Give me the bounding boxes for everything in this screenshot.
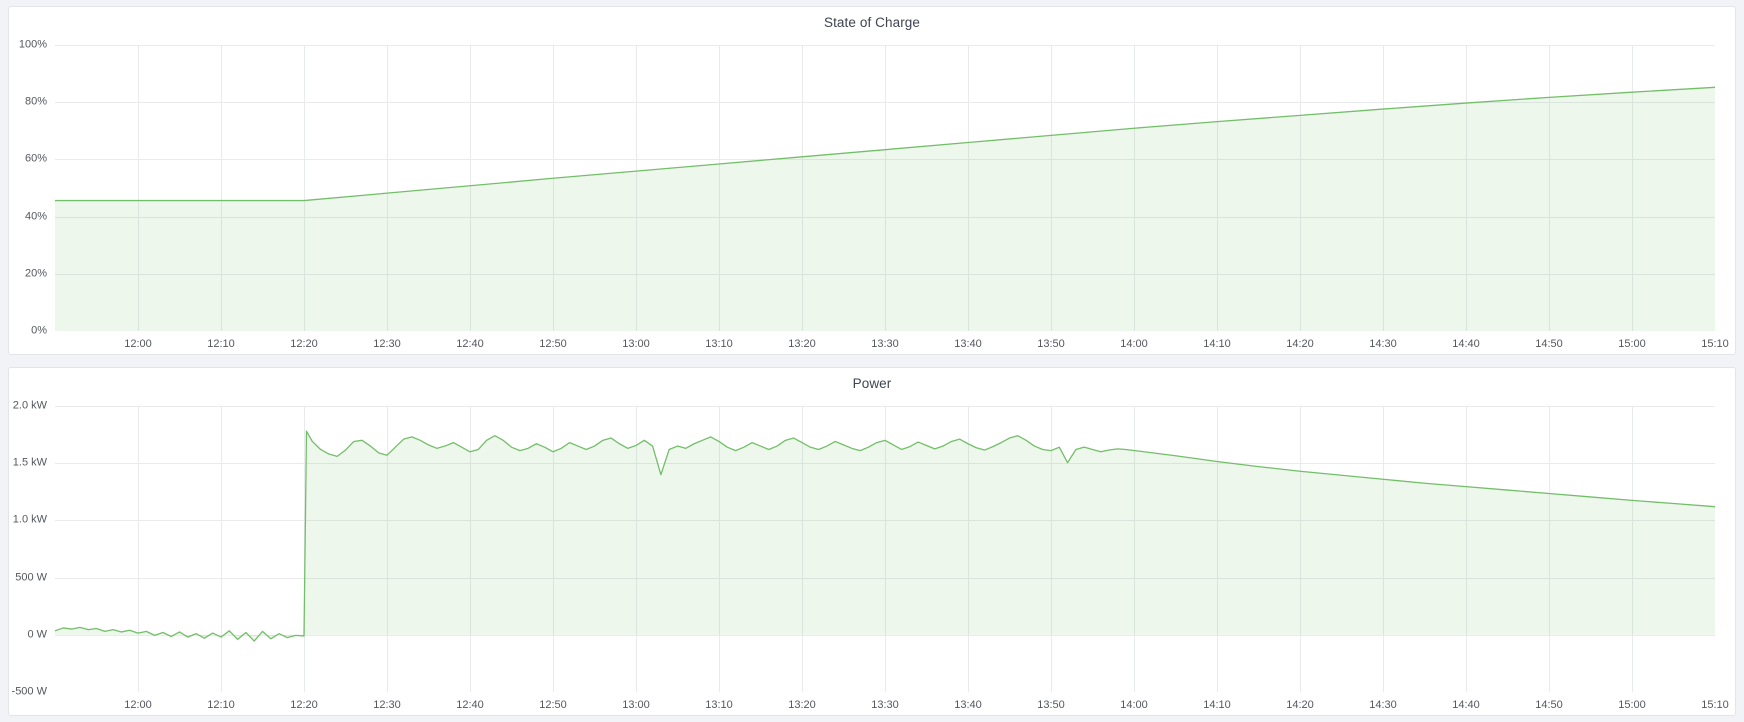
power-y-tick-label: 500 W — [15, 571, 47, 584]
power-y-tick-label: 2.0 kW — [12, 399, 47, 412]
state-of-charge-x-tick-label: 15:10 — [1701, 338, 1729, 350]
state-of-charge-y-tick-label: 80% — [24, 95, 47, 108]
power-x-tick-label: 14:30 — [1369, 699, 1397, 711]
power-x-tick-label: 15:10 — [1701, 699, 1729, 711]
state-of-charge-x-tick-label: 12:10 — [207, 338, 235, 350]
state-of-charge-x-tick-label: 14:20 — [1286, 338, 1314, 350]
state-of-charge-x-tick-label: 14:50 — [1535, 338, 1563, 350]
grid-lines — [55, 45, 1715, 331]
state-of-charge-x-tick-label: 13:00 — [622, 338, 650, 350]
power-x-tick-label: 13:50 — [1037, 699, 1065, 711]
state-of-charge-x-tick-label: 14:40 — [1452, 338, 1480, 350]
power-x-tick-label: 12:50 — [539, 699, 567, 711]
power-series-line — [55, 430, 1715, 642]
power-x-tick-label: 14:00 — [1120, 699, 1148, 711]
state-of-charge-series-area — [55, 87, 1715, 331]
state-of-charge-x-tick-label: 12:50 — [539, 338, 567, 350]
state-of-charge-x-tick-label: 13:30 — [871, 338, 899, 350]
power-x-tick-label: 14:50 — [1535, 699, 1563, 711]
state-of-charge-y-tick-label: 0% — [31, 324, 47, 337]
state-of-charge-y-tick-label: 40% — [24, 210, 47, 223]
panel-title-state-of-charge[interactable]: State of Charge — [823, 14, 921, 30]
state-of-charge-chart[interactable] — [55, 45, 1715, 331]
panel-title-power[interactable]: Power — [852, 375, 892, 391]
state-of-charge-y-tick-label: 60% — [24, 152, 47, 165]
state-of-charge-x-tick-label: 12:30 — [373, 338, 401, 350]
power-x-tick-label: 12:30 — [373, 699, 401, 711]
panel-header-power[interactable]: Power — [9, 368, 1735, 398]
state-of-charge-x-tick-label: 14:00 — [1120, 338, 1148, 350]
state-of-charge-x-tick-label: 12:00 — [124, 338, 152, 350]
power-y-tick-label: 1.5 kW — [12, 456, 47, 469]
state-of-charge-y-tick-label: 100% — [18, 38, 47, 51]
power-x-tick-label: 13:00 — [622, 699, 650, 711]
power-x-tick-label: 13:30 — [871, 699, 899, 711]
power-y-tick-label: 1.0 kW — [12, 513, 47, 526]
power-series-area — [55, 431, 1715, 642]
state-of-charge-x-tick-label: 13:20 — [788, 338, 816, 350]
state-of-charge-x-tick-label: 14:30 — [1369, 338, 1397, 350]
power-x-tick-label: 12:10 — [207, 699, 235, 711]
power-y-tick-label: 0 W — [27, 628, 47, 641]
panel-header-state-of-charge[interactable]: State of Charge — [9, 7, 1735, 37]
state-of-charge-x-tick-label: 12:40 — [456, 338, 484, 350]
power-x-tick-label: 14:10 — [1203, 699, 1231, 711]
power-x-tick-label: 13:10 — [705, 699, 733, 711]
state-of-charge-x-tick-label: 12:20 — [290, 338, 318, 350]
state-of-charge-x-tick-label: 13:10 — [705, 338, 733, 350]
state-of-charge-series-line — [55, 86, 1715, 202]
state-of-charge-x-tick-label: 14:10 — [1203, 338, 1231, 350]
power-x-tick-label: 14:40 — [1452, 699, 1480, 711]
state-of-charge-x-tick-label: 13:40 — [954, 338, 982, 350]
power-x-tick-label: 15:00 — [1618, 699, 1646, 711]
power-x-tick-label: 12:40 — [456, 699, 484, 711]
panel-power: Power -500 W 0 W 500 W 1.0 kW 1.5 kW 2.0 kW 12… — [8, 367, 1736, 716]
state-of-charge-x-tick-label: 15:00 — [1618, 338, 1646, 350]
power-x-tick-label: 12:20 — [290, 699, 318, 711]
state-of-charge-y-tick-label: 20% — [24, 267, 47, 280]
power-x-tick-label: 14:20 — [1286, 699, 1314, 711]
power-y-tick-label: -500 W — [11, 685, 47, 698]
power-x-tick-label: 13:20 — [788, 699, 816, 711]
panel-state-of-charge: State of Charge 0% 20% 40% 60% 80% 100% 12:00 1… — [8, 6, 1736, 355]
power-x-tick-label: 13:40 — [954, 699, 982, 711]
state-of-charge-x-tick-label: 13:50 — [1037, 338, 1065, 350]
power-chart[interactable] — [55, 406, 1715, 692]
power-x-tick-label: 12:00 — [124, 699, 152, 711]
